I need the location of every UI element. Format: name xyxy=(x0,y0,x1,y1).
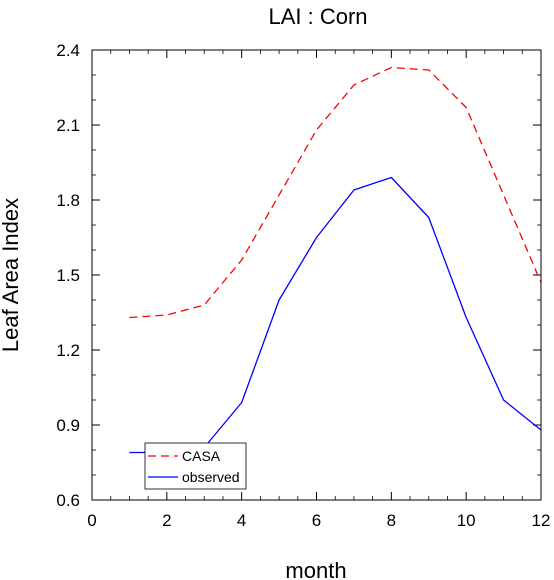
y-tick-label: 1.5 xyxy=(56,266,80,285)
y-tick-label: 1.2 xyxy=(56,341,80,360)
x-tick-label: 12 xyxy=(532,511,551,530)
y-tick-label: 2.1 xyxy=(56,116,80,135)
x-tick-label: 8 xyxy=(387,511,396,530)
x-tick-label: 4 xyxy=(237,511,246,530)
y-tick-label: 1.8 xyxy=(56,191,80,210)
series-line-observed xyxy=(129,176,542,454)
legend-label: observed xyxy=(182,469,240,485)
x-tick-label: 0 xyxy=(87,511,96,530)
series-line-casa xyxy=(129,66,542,319)
y-axis-title: Leaf Area Index xyxy=(0,198,23,352)
tick-labels: 0 2 4 6 8 10 12 0.6 0.9 1.2 1.5 1.8 2.1 2.4 xyxy=(56,41,550,530)
x-tick-label: 10 xyxy=(457,511,476,530)
x-tick-label: 6 xyxy=(312,511,321,530)
legend-label: CASA xyxy=(182,448,221,464)
legend-items: CASA observed xyxy=(148,448,240,485)
axis-ticks xyxy=(91,49,542,501)
y-tick-label: 2.4 xyxy=(56,41,80,60)
plot-frame xyxy=(91,49,542,501)
data-series xyxy=(129,66,542,454)
y-tick-label: 0.6 xyxy=(56,491,80,510)
x-tick-label: 2 xyxy=(162,511,171,530)
chart-title: LAI : Corn xyxy=(268,4,367,29)
legend: CASA observed xyxy=(144,442,247,490)
legend-box xyxy=(144,442,247,490)
x-axis-title: month xyxy=(285,558,346,580)
y-tick-label: 0.9 xyxy=(56,416,80,435)
